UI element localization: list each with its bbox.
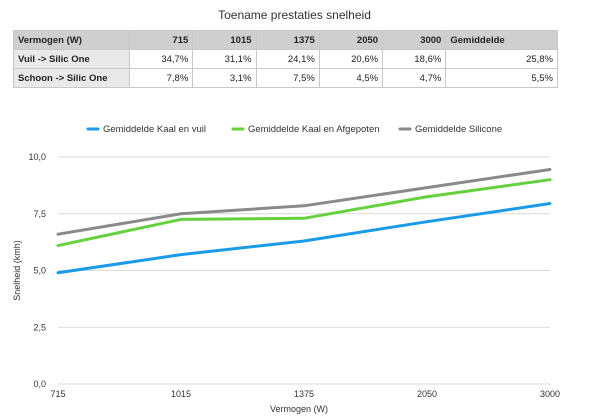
- performance-table: Vermogen (W) 715 1015 1375 2050 3000 Gem…: [13, 30, 558, 88]
- table-cell: 25,8%: [445, 49, 558, 69]
- series-line-1: [56, 202, 552, 275]
- x-axis-label: Vermogen (W): [270, 404, 328, 414]
- table-cell: 4,7%: [382, 68, 447, 88]
- series-line-3: [56, 167, 552, 236]
- table-cell: 20,6%: [318, 49, 384, 69]
- header-cell: 2050: [318, 30, 384, 50]
- x-tick-label: 715: [50, 389, 65, 399]
- legend-label: Gemiddelde Kaal en Afgepoten: [248, 124, 380, 135]
- table-cell: 34,7%: [128, 49, 194, 69]
- table-cell: 5,5%: [445, 68, 558, 88]
- legend-label: Gemiddelde Silicone: [415, 124, 502, 135]
- table-cell: 7,8%: [128, 68, 194, 88]
- table-cell: 4,5%: [318, 68, 384, 88]
- y-tick-label: 5,0: [33, 266, 46, 276]
- table-row: Schoon -> Silic One 7,8% 3,1% 7,5% 4,5% …: [13, 68, 558, 88]
- series-line-2: [56, 178, 552, 248]
- table-cell: 7,5%: [255, 68, 320, 88]
- table-header-row: Vermogen (W) 715 1015 1375 2050 3000 Gem…: [13, 30, 558, 50]
- row-label: Schoon -> Silic One: [13, 68, 130, 88]
- y-tick-label: 0,0: [33, 379, 46, 389]
- table-row: Vuil -> Silic One 34,7% 31,1% 24,1% 20,6…: [13, 49, 558, 69]
- table-title: Toename prestaties snelheid: [218, 8, 371, 22]
- table-cell: 24,1%: [255, 49, 320, 69]
- legend-label: Gemiddelde Kaal en vuil: [103, 124, 206, 135]
- header-cell: Vermogen (W): [13, 30, 130, 50]
- y-tick-label: 7,5: [33, 209, 46, 219]
- x-tick-label: 2050: [417, 389, 437, 399]
- y-tick-label: 2,5: [33, 322, 46, 332]
- y-tick-label: 10,0: [28, 152, 46, 162]
- header-cell: Gemiddelde: [445, 30, 558, 50]
- y-axis-label: Snelheid (kmh): [12, 240, 22, 301]
- header-cell: 3000: [382, 30, 447, 50]
- x-tick-label: 1375: [294, 389, 314, 399]
- header-cell: 715: [128, 30, 194, 50]
- x-tick-label: 1015: [171, 389, 191, 399]
- x-tick-label: 3000: [540, 389, 560, 399]
- table-cell: 3,1%: [192, 68, 257, 88]
- header-cell: 1375: [255, 30, 320, 50]
- table-cell: 31,1%: [192, 49, 257, 69]
